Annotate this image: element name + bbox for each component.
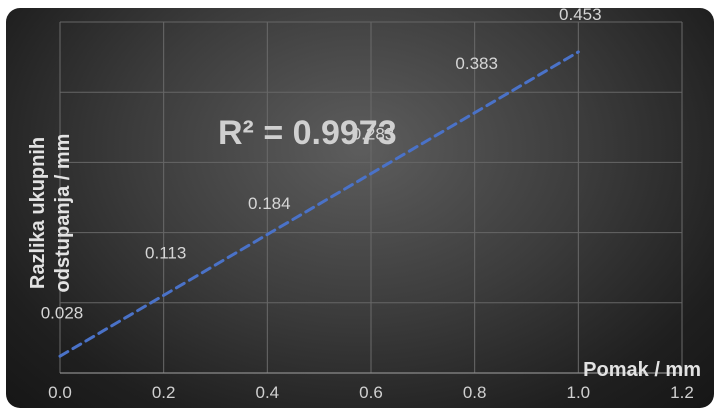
- r-squared-label: R² = 0.9973: [218, 114, 397, 152]
- chart-frame: 0.0 0.2 0.4 0.6 0.8 1.0 1.2 0.028 0.113 0.184 0.2…: [6, 8, 714, 408]
- grid-layer: [59, 21, 683, 374]
- x-tick-labels: 0.0 0.2 0.4 0.6 0.8 1.0 1.2: [48, 383, 694, 402]
- trendline: [58, 50, 580, 358]
- x-tick-label: 0.8: [463, 383, 487, 402]
- y-axis-title: Razlika ukupnih odstupanja / mm: [27, 134, 74, 293]
- x-tick-label: 1.0: [567, 383, 591, 402]
- chart-svg: 0.0 0.2 0.4 0.6 0.8 1.0 1.2 0.028 0.113 0.184 0.2…: [27, 8, 701, 402]
- data-label: 0.184: [248, 194, 291, 213]
- series-layer: [58, 50, 580, 358]
- data-label: 0.113: [145, 244, 186, 263]
- data-label: 0.383: [455, 54, 498, 73]
- x-tick-label: 0.6: [359, 383, 383, 402]
- data-label: 0.028: [41, 303, 84, 322]
- x-tick-label: 0.2: [152, 383, 176, 402]
- y-axis-title-line-2: odstupanja / mm: [52, 134, 74, 293]
- data-labels: 0.028 0.113 0.184 0.283 0.383 0.453: [41, 8, 602, 322]
- data-label: 0.453: [559, 8, 602, 24]
- data-label: 0.283: [352, 124, 395, 143]
- y-axis-title-line-1: Razlika ukupnih: [27, 137, 49, 289]
- x-tick-label: 1.2: [670, 383, 694, 402]
- x-axis-title: Pomak / mm: [583, 359, 701, 381]
- x-tick-label: 0.4: [256, 383, 280, 402]
- x-tick-label: 0.0: [48, 383, 72, 402]
